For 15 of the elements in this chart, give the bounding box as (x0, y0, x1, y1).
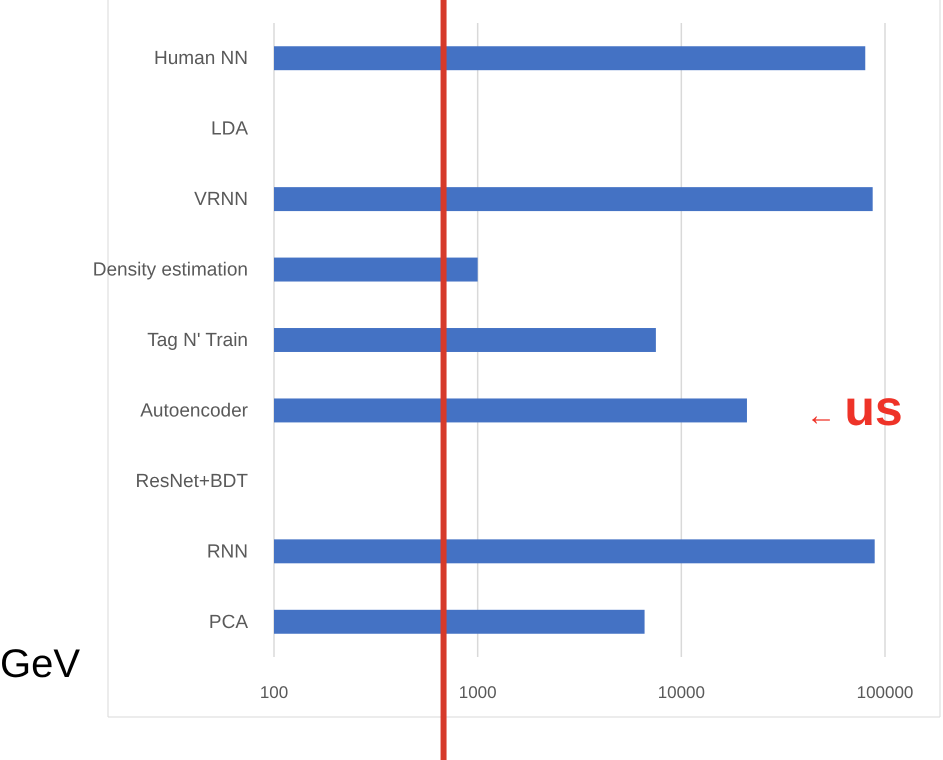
y-tick-label: Autoencoder (140, 400, 249, 422)
annotation: ← us (806, 380, 903, 436)
y-tick-label: ResNet+BDT (136, 470, 248, 492)
y-tick-label: VRNN (194, 189, 248, 210)
y-tick-label: PCA (208, 612, 248, 633)
x-tick-label: 1000 (458, 683, 497, 702)
x-tick-label: 10000 (658, 683, 705, 702)
y-tick-label: Human NN (154, 48, 248, 70)
x-tick-label: 100 (260, 683, 288, 702)
y-tick-label: Density estimation (92, 260, 248, 281)
y-tick-label: Tag N' Train (147, 330, 248, 351)
x-tick-label: 100000 (856, 683, 914, 702)
y-tick-label: RNN (206, 541, 248, 562)
text: GeV (0, 642, 80, 686)
y-tick-label: LDA (211, 118, 248, 140)
